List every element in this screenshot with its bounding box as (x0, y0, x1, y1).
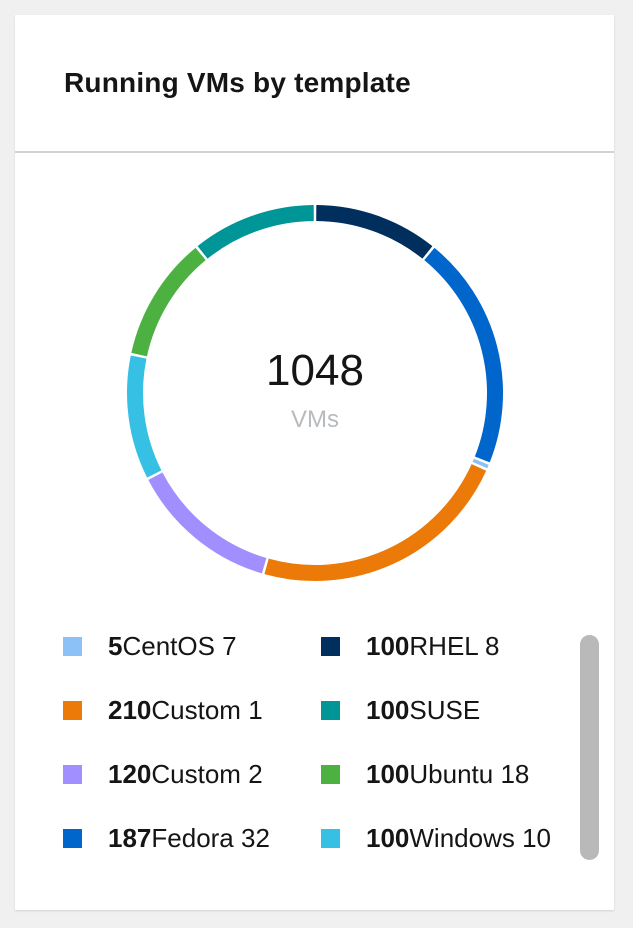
donut-slice-centos-7[interactable] (472, 458, 489, 469)
legend-count: 120 (108, 758, 152, 789)
card-title: Running VMs by template (64, 67, 411, 98)
legend-swatch (321, 764, 340, 784)
legend-item-centos-7[interactable]: 5 CentOS 7 (63, 626, 237, 666)
donut-total-label: VMs (291, 406, 339, 433)
donut-slice-custom-2[interactable] (148, 472, 267, 574)
legend-label: CentOS 7 (122, 630, 237, 661)
legend-count: 187 (108, 822, 152, 853)
legend-item-ubuntu-18[interactable]: 100 Ubuntu 18 (321, 754, 529, 794)
legend-count: 100 (366, 822, 410, 853)
legend-label: Custom 2 (151, 758, 263, 789)
legend-item-custom-2[interactable]: 120 Custom 2 (63, 754, 263, 794)
donut-slice-suse[interactable] (197, 205, 314, 259)
donut-slice-custom-1[interactable] (264, 464, 487, 581)
legend-swatch (321, 636, 340, 656)
donut-slice-fedora-32[interactable] (424, 247, 503, 463)
legend-count: 100 (366, 630, 410, 661)
legend-label: Ubuntu 18 (409, 758, 530, 789)
legend-swatch (63, 636, 82, 656)
legend-swatch (63, 700, 82, 720)
chart-card: Running VMs by template 1048 VMs 5 CentOS … (15, 15, 614, 910)
legend-swatch (63, 828, 82, 848)
legend-count: 5 (108, 630, 123, 661)
legend-item-custom-1[interactable]: 210 Custom 1 (63, 690, 263, 730)
legend-label: Windows 10 (409, 822, 552, 853)
donut-slice-rhel-8[interactable] (316, 205, 433, 259)
donut-slice-windows-10[interactable] (127, 355, 162, 478)
legend-swatch (321, 828, 340, 848)
legend-item-windows-10[interactable]: 100 Windows 10 (321, 818, 551, 858)
legend-item-suse[interactable]: 100 SUSE (321, 690, 480, 730)
legend-count: 210 (108, 694, 152, 725)
donut-slice-ubuntu-18[interactable] (131, 247, 206, 357)
card-header: Running VMs by template (15, 15, 614, 153)
legend-label: Custom 1 (151, 694, 263, 725)
chart-legend: 5 CentOS 7 210 Custom 1 120 Custom 2 187 Fedora… (15, 15, 614, 910)
donut-total-value: 1048 (266, 346, 364, 395)
legend-swatch (321, 700, 340, 720)
donut-chart: 1048 VMs (127, 205, 503, 581)
legend-label: Fedora 32 (151, 822, 270, 853)
legend-count: 100 (366, 694, 410, 725)
legend-label: RHEL 8 (409, 630, 500, 661)
legend-scrollbar[interactable] (580, 635, 599, 860)
legend-swatch (63, 764, 82, 784)
legend-item-fedora-32[interactable]: 187 Fedora 32 (63, 818, 270, 858)
legend-count: 100 (366, 758, 410, 789)
legend-item-rhel-8[interactable]: 100 RHEL 8 (321, 626, 499, 666)
legend-label: SUSE (409, 694, 481, 725)
